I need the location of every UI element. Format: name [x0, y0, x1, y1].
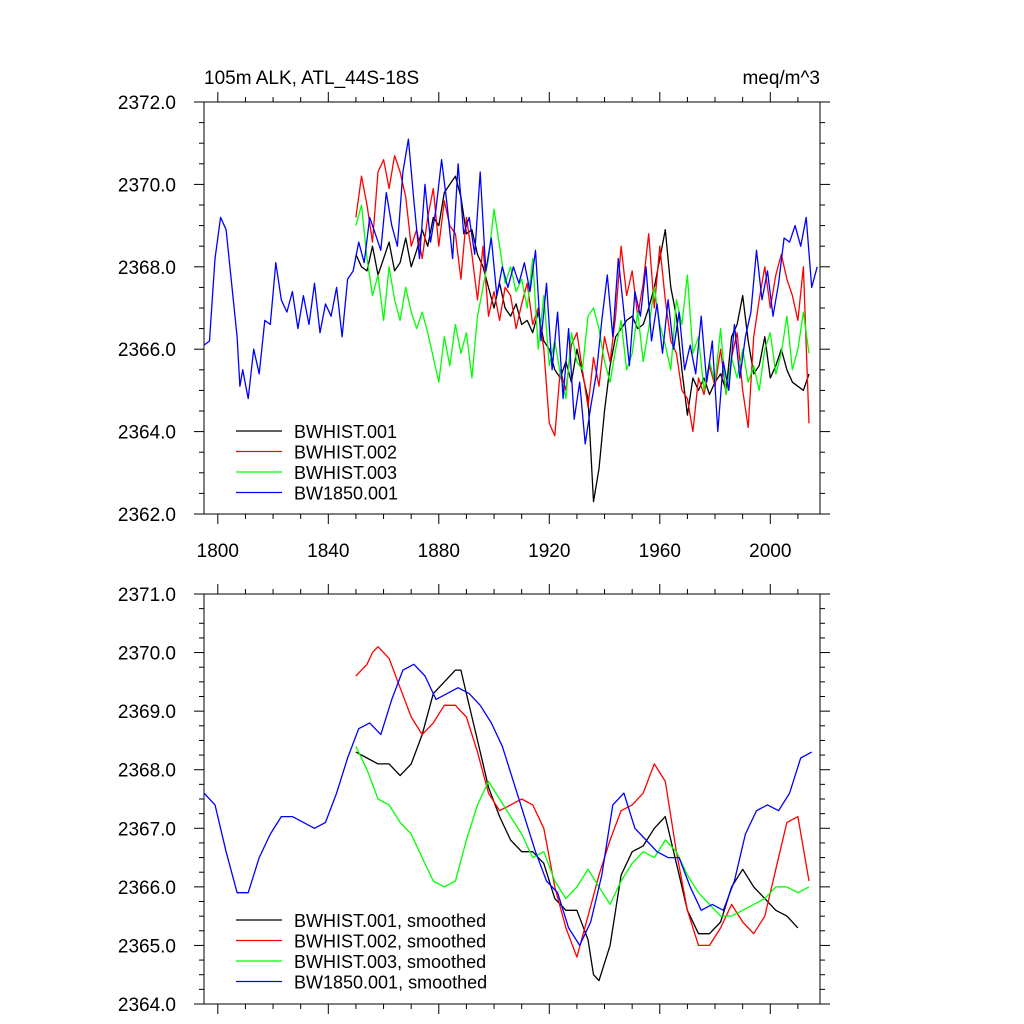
y-tick-label: 2362.0 [118, 505, 176, 526]
y-tick-label: 2370.0 [118, 644, 176, 665]
legend-label: BWHIST.003 [294, 463, 397, 483]
y-tick-label: 2369.0 [118, 702, 176, 723]
series-line-1 [355, 175, 810, 503]
x-tick-label: 1960 [639, 541, 681, 562]
legend-label: BW1850.001 [294, 484, 398, 504]
y-tick-label: 2370.0 [118, 175, 176, 196]
y-tick-label: 2365.0 [118, 936, 176, 957]
legend-label: BWHIST.001, smoothed [294, 911, 486, 931]
y-tick-label: 2364.0 [118, 423, 176, 444]
series-line-3 [355, 204, 810, 400]
legend-label: BWHIST.002 [294, 443, 397, 463]
legend-label: BWHIST.003, smoothed [294, 952, 486, 972]
y-tick-label: 2366.0 [118, 340, 176, 361]
legend-label: BW1850.001, smoothed [294, 973, 487, 993]
top-panel-units: meq/m^3 [742, 68, 820, 89]
bottom-panel: 2364.0 2365.0 2366.0 2367.0 2368.0 2369.0 2370… [118, 584, 830, 1016]
y-tick-label: 2364.0 [118, 995, 176, 1016]
x-tick-label: 1880 [418, 541, 460, 562]
y-tick-label: 2368.0 [118, 258, 176, 279]
x-tick-label: 1920 [528, 541, 570, 562]
series-line-2 [355, 646, 810, 958]
x-tick-label: 1800 [197, 541, 239, 562]
y-tick-label: 2371.0 [118, 585, 176, 606]
y-tick-label: 2366.0 [118, 878, 176, 899]
legend-label: BWHIST.002, smoothed [294, 932, 486, 952]
series-line-3 [355, 746, 810, 917]
x-tick-label: 2000 [749, 541, 791, 562]
y-tick-label: 2372.0 [118, 93, 176, 114]
series-line-4 [203, 663, 813, 947]
legend-label: BWHIST.001 [294, 422, 397, 442]
top-panel-title: 105m ALK, ATL_44S-18S [204, 68, 419, 89]
x-tick-label: 1840 [307, 541, 349, 562]
top-panel: 105m ALK, ATL_44S-18S meq/m^3 1800 1840 18… [118, 68, 830, 562]
y-tick-label: 2368.0 [118, 761, 176, 782]
y-tick-label: 2367.0 [118, 819, 176, 840]
series-line-4 [203, 138, 818, 445]
